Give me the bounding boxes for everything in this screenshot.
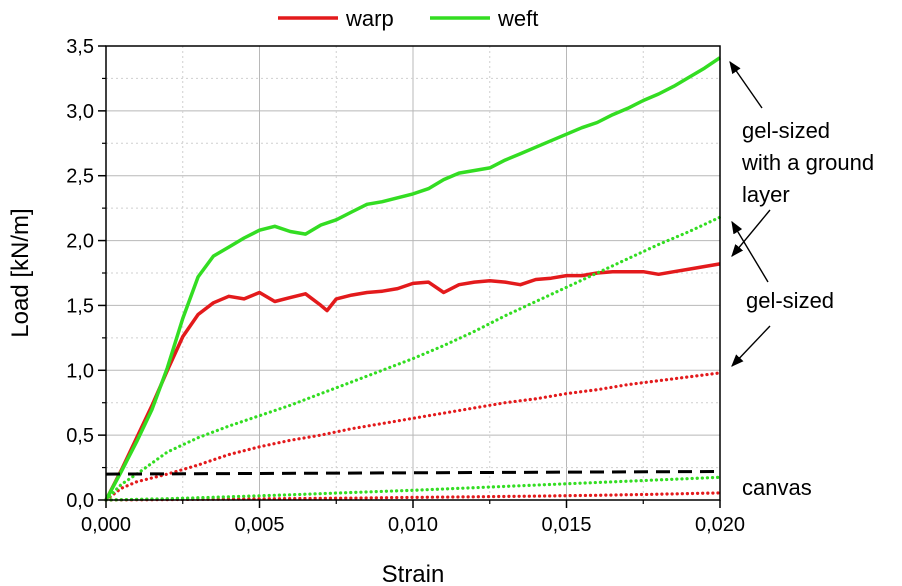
series-line-gel-sized-weft-3 (104, 215, 722, 502)
x-tick-label: 0,020 (695, 514, 745, 536)
series-line-canvas-weft-5 (104, 475, 722, 502)
y-tick-label: 2,5 (66, 166, 94, 188)
tick-labels: 0,000 0,005 0,010 0,015 0,020 0,0 0,5 1,0 1,5 2,0… (66, 36, 745, 536)
annotation-gel-sized-ground-2: with a ground (741, 150, 874, 175)
y-tick-label: 0,5 (66, 425, 94, 447)
annotation-arrow-ground-warp (731, 209, 771, 257)
y-tick-label: 3,0 (66, 101, 94, 123)
annotation-arrow-gelsized-warp (731, 325, 771, 367)
series-line-reference-6 (105, 470, 721, 476)
x-tick-label: 0,015 (541, 514, 591, 536)
y-axis-title: Load [kN/m] (7, 208, 34, 337)
series-line-gel-sized-with-a-ground-layer-weft-1 (104, 56, 721, 501)
x-tick-label: 0,010 (388, 514, 438, 536)
annotation-arrow-ground-weft (729, 60, 763, 109)
legend: warp weft (278, 6, 538, 31)
annotation-arrow-gelsized-weft (731, 220, 769, 283)
x-tick-label: 0,000 (81, 514, 131, 536)
series-layer (104, 56, 722, 502)
ticks (98, 45, 721, 508)
annotation-gel-sized-ground-1: gel-sized (742, 118, 830, 143)
annotations: gel-sized with a ground layer gel-sized … (729, 60, 874, 500)
series-line-gel-sized-warp-2 (104, 371, 722, 502)
annotation-canvas: canvas (742, 475, 812, 500)
annotation-gel-sized-ground-3: layer (742, 182, 790, 207)
x-axis-title: Strain (382, 561, 445, 586)
legend-label-warp: warp (345, 6, 394, 31)
series-line-gel-sized-with-a-ground-layer-warp-0 (104, 262, 721, 501)
legend-label-weft: weft (497, 6, 538, 31)
y-tick-label: 3,5 (66, 36, 94, 58)
y-tick-label: 2,0 (66, 231, 94, 253)
y-tick-label: 1,5 (66, 295, 94, 317)
y-tick-label: 0,0 (66, 490, 94, 512)
y-tick-label: 1,0 (66, 360, 94, 382)
annotation-gel-sized: gel-sized (746, 288, 834, 313)
x-tick-label: 0,005 (234, 514, 284, 536)
